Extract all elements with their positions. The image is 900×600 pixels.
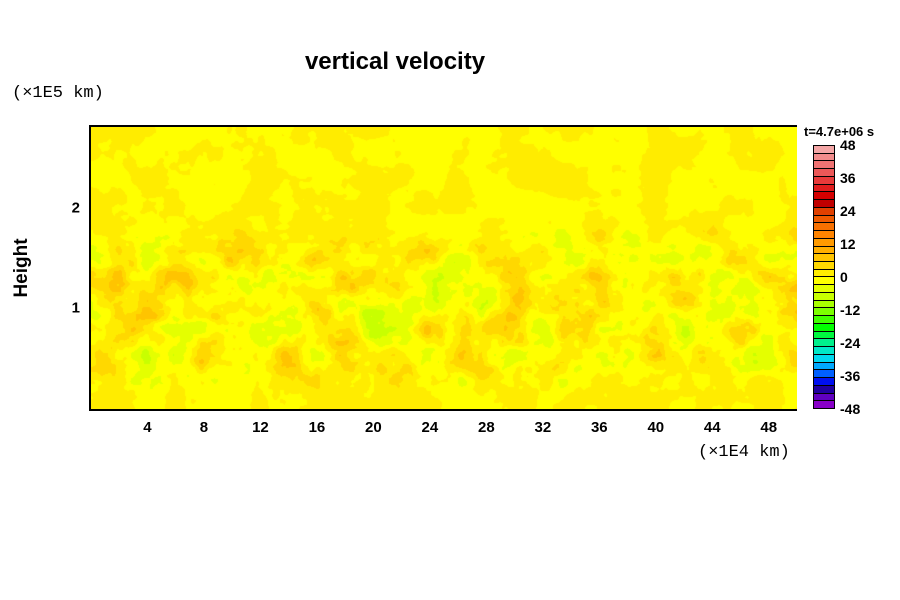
colorbar-tick-label: -48	[840, 401, 861, 417]
colorbar-band	[814, 362, 834, 371]
colorbar-band	[814, 231, 834, 239]
x-tick-label: 4	[143, 419, 152, 436]
colorbar-band	[814, 354, 834, 363]
colorbar-band	[814, 161, 834, 170]
x-tick-label: 44	[703, 419, 721, 436]
colorbar-band	[814, 385, 834, 394]
plot-left-axis-line	[89, 125, 91, 411]
colorbar-band	[814, 370, 834, 379]
colorbar-tick-label: 48	[840, 137, 856, 153]
colorbar-band	[814, 285, 834, 293]
colorbar-tick-label: 24	[840, 203, 856, 219]
colorbar-band	[814, 153, 834, 162]
x-axis-unit-caption: (×1E4 km)	[698, 443, 790, 462]
colorbar-band	[814, 378, 834, 386]
colorbar-band	[814, 393, 834, 402]
colorbar-tick-label: 36	[840, 170, 856, 186]
colorbar-band	[814, 331, 834, 340]
x-tick-label: 40	[647, 419, 665, 436]
colorbar-band	[814, 269, 834, 278]
y-tick-label: 1	[71, 299, 80, 317]
vertical-velocity-field	[91, 127, 797, 409]
x-tick-label: 20	[365, 419, 382, 436]
x-tick-label: 24	[421, 419, 439, 436]
colorbar	[813, 145, 835, 409]
colorbar-band	[814, 169, 834, 177]
colorbar-band	[814, 308, 834, 317]
x-tick-label: 8	[199, 419, 209, 436]
x-tick-label: 16	[308, 419, 326, 436]
colorbar-band	[814, 339, 834, 348]
colorbar-band	[814, 146, 834, 154]
x-tick-label: 32	[534, 419, 552, 436]
colorbar-band	[814, 323, 834, 332]
colorbar-band	[814, 254, 834, 263]
colorbar-band	[814, 292, 834, 301]
colorbar-band	[814, 316, 834, 324]
colorbar-band	[814, 300, 834, 309]
colorbar-band	[814, 207, 834, 216]
colorbar-tick-label: 12	[840, 236, 856, 252]
colorbar-band	[814, 347, 834, 355]
colorbar-band	[814, 215, 834, 224]
x-tick-label: 28	[478, 419, 495, 436]
colorbar-tick-label: -36	[840, 368, 861, 384]
colorbar-band	[814, 184, 834, 193]
colorbar-band	[814, 401, 834, 408]
colorbar-band	[814, 238, 834, 247]
x-tick-label: 12	[252, 419, 269, 436]
colorbar-tick-label: 0	[840, 269, 848, 285]
time-annotation: t=4.7e+06 s	[804, 124, 875, 139]
y-axis-title: Height	[11, 238, 32, 298]
colorbar-band	[814, 176, 834, 185]
colorbar-band	[814, 277, 834, 286]
colorbar-tick-label: -12	[840, 302, 861, 318]
x-tick-label: 48	[760, 419, 778, 436]
heatmap-plot-area	[91, 127, 797, 409]
x-tick-label: 36	[590, 419, 608, 436]
page-title: vertical velocity	[304, 48, 486, 75]
colorbar-band	[814, 223, 834, 232]
colorbar-band	[814, 192, 834, 201]
colorbar-band	[814, 246, 834, 255]
y-axis-unit-caption: (×1E5 km)	[12, 84, 104, 103]
y-tick-label: 2	[71, 199, 80, 217]
colorbar-band	[814, 200, 834, 208]
colorbar-tick-label: -24	[840, 335, 861, 351]
colorbar-band	[814, 262, 834, 270]
plot-top-border	[91, 125, 797, 127]
plot-bottom-axis-line	[91, 409, 797, 411]
